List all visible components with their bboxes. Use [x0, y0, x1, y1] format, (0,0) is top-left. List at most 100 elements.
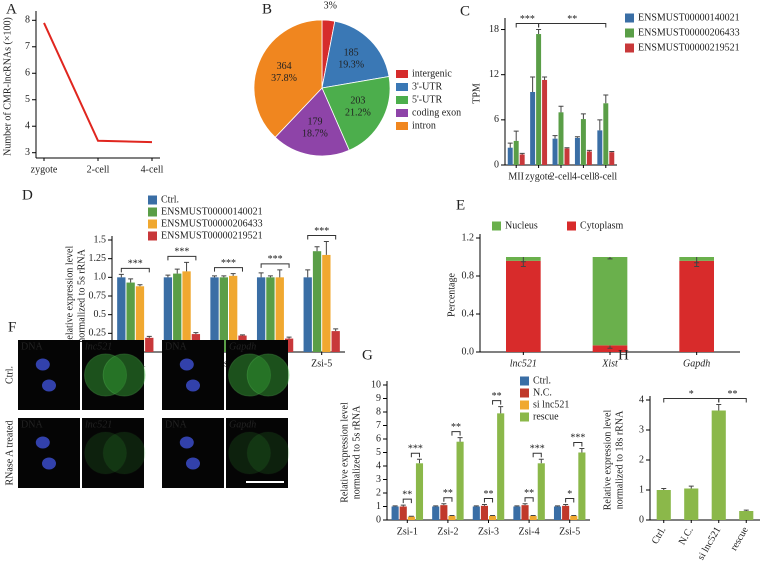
y-tick-label: 7: [376, 420, 381, 431]
x-tick-label: 2-cell: [87, 164, 110, 175]
bar: [432, 506, 440, 520]
x-tick-label: rescue: [729, 525, 752, 553]
error-bar: [661, 488, 667, 490]
nucleus: [186, 379, 200, 392]
significance-bracket: [565, 497, 575, 503]
nucleus: [35, 436, 50, 449]
bar: [562, 505, 570, 520]
bar: [210, 277, 219, 352]
error-bar: [513, 130, 519, 141]
error-bar: [498, 406, 504, 414]
bar: [489, 515, 497, 520]
significance-bracket: [167, 255, 197, 261]
y-axis-label: normalized to 5s rRNA: [351, 405, 362, 499]
legend-swatch: [148, 231, 157, 241]
error-bar: [392, 505, 398, 507]
significance-label: ***: [570, 433, 585, 444]
significance-label: ***: [408, 444, 423, 455]
micrograph: [82, 418, 144, 488]
channel-label: DNA: [165, 341, 187, 352]
significance-bracket: [260, 263, 290, 268]
legend-swatch: [520, 400, 529, 410]
panel-label: E: [456, 197, 465, 213]
y-tick-label: 4: [639, 394, 644, 405]
micrograph: [18, 340, 80, 410]
significance-label: **: [492, 391, 502, 402]
error-bar: [137, 284, 143, 287]
significance-bracket: [402, 498, 412, 504]
significance-bracket: [538, 23, 607, 28]
y-tick-label: 2: [639, 454, 644, 465]
significance-bracket: [307, 234, 337, 240]
panel-label: C: [460, 3, 470, 19]
bar: [448, 515, 456, 520]
legend-label: Cytoplasm: [580, 220, 624, 231]
y-tick-label: 2: [376, 487, 381, 498]
bar: [312, 251, 322, 352]
legend-label: si lnc521: [533, 399, 569, 410]
error-bar: [128, 278, 134, 283]
significance-bracket: [120, 267, 150, 273]
bar: [656, 490, 671, 520]
bar: [275, 277, 284, 352]
significance-label: ***: [174, 247, 189, 258]
significance-bracket: [573, 441, 583, 447]
legend-swatch: [492, 221, 501, 231]
y-tick-label: 6: [494, 114, 499, 125]
y-tick-label: 3: [25, 147, 30, 158]
y-tick-label: 4: [376, 460, 381, 471]
error-bar: [552, 135, 558, 139]
y-tick-label: 0.0: [462, 346, 475, 357]
error-bar: [286, 336, 292, 339]
bar: [519, 154, 525, 165]
nucleus: [35, 358, 50, 371]
bar: [456, 441, 464, 520]
error-bar: [607, 345, 613, 349]
significance-label: **: [728, 389, 738, 400]
y-tick-label: 0.8: [462, 270, 475, 281]
x-tick-label: 4-cell: [572, 171, 595, 182]
y-tick-label: 8: [376, 406, 381, 417]
error-bar: [743, 509, 749, 511]
significance-bracket: [410, 452, 420, 458]
cell: [228, 431, 272, 475]
slice-percent: 21.2%: [345, 108, 371, 119]
legend-label: ENSMUST00000206433: [161, 218, 263, 229]
cell: [246, 431, 290, 475]
bar: [229, 275, 238, 352]
error-bar: [305, 269, 311, 278]
y-tick-label: 10: [371, 379, 381, 390]
bar: [117, 277, 126, 352]
y-axis-label: normalized to 18s rRNA: [614, 410, 625, 509]
bar: [574, 137, 580, 165]
legend-swatch: [148, 195, 157, 205]
error-bar: [239, 334, 245, 336]
significance-bracket: [718, 398, 747, 403]
legend-label: 5'-UTR: [412, 94, 442, 105]
error-bar: [586, 149, 592, 152]
y-axis-label: Relative expression level: [602, 410, 613, 511]
y-tick-label: 0.5: [94, 309, 107, 320]
significance-label: *: [567, 489, 572, 500]
significance-bracket: [483, 497, 494, 503]
y-tick-label: 1.0: [94, 272, 107, 283]
legend-swatch: [625, 28, 634, 38]
y-tick-label: 1.5: [94, 234, 107, 245]
significance-label: ***: [268, 254, 283, 265]
pie-slice: [321, 76, 391, 151]
y-axis-label: Number of CMR-lncRNAs (×100): [2, 17, 13, 156]
error-bar: [258, 272, 264, 278]
significance-label: *: [689, 389, 694, 400]
channel-label: lnc521: [85, 419, 112, 430]
y-tick-label: 1.25: [89, 253, 107, 264]
error-bar: [441, 503, 447, 506]
slice-percent: 37.8%: [271, 73, 297, 84]
panel-label: G: [362, 347, 373, 363]
channel-label: Gapdh: [229, 419, 256, 430]
legend-swatch: [148, 219, 157, 229]
y-tick-label: 9: [376, 393, 381, 404]
y-tick-label: 0: [639, 514, 644, 525]
y-tick-label: 3: [376, 474, 381, 485]
significance-label: ***: [520, 14, 535, 25]
bar: [529, 515, 537, 520]
